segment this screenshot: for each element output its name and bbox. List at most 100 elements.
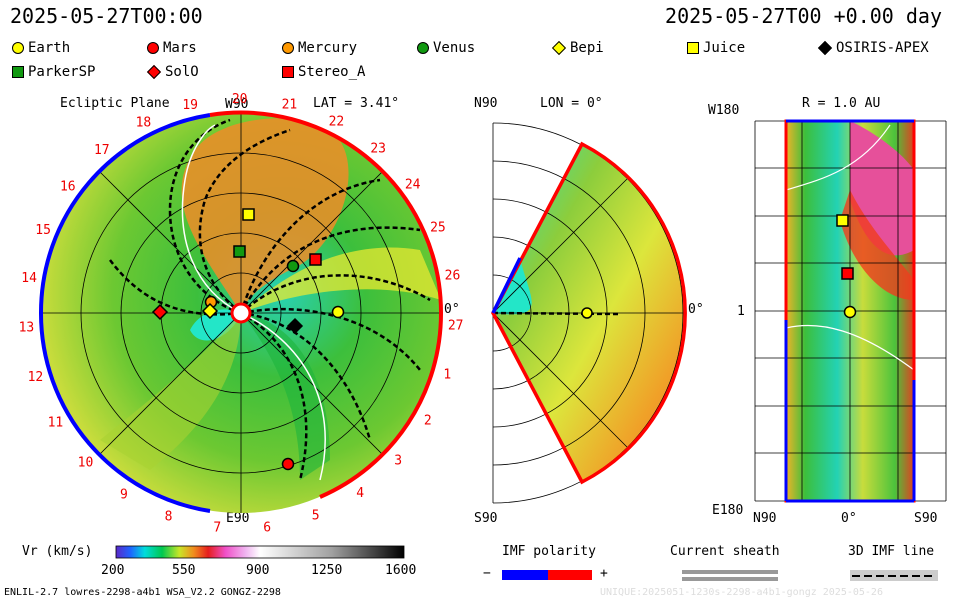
legend-label: Venus bbox=[433, 40, 476, 56]
carrington-label: 20 bbox=[232, 92, 248, 107]
juice-marker bbox=[242, 208, 255, 221]
n90-x-label: N90 bbox=[753, 511, 777, 526]
carrington-label: 1 bbox=[443, 368, 451, 383]
carrington-label: 8 bbox=[165, 510, 173, 525]
legend-label: OSIRIS-APEX bbox=[836, 40, 929, 56]
carrington-label: 14 bbox=[21, 271, 37, 286]
legend-item: Stereo_A bbox=[282, 64, 365, 80]
cbar-tick-1600: 1600 bbox=[385, 563, 417, 578]
sheath-swatch-b bbox=[682, 577, 778, 581]
s90-x-label: S90 bbox=[914, 511, 938, 526]
s90-label: S90 bbox=[474, 511, 498, 526]
legend-label: Bepi bbox=[570, 40, 604, 56]
legend-label: Mars bbox=[163, 40, 197, 56]
w180-label: W180 bbox=[708, 103, 740, 118]
legend-item: SolO bbox=[146, 64, 199, 80]
lon-label: LON = 0° bbox=[540, 96, 603, 111]
mars-marker bbox=[281, 457, 295, 471]
carrington-label: 23 bbox=[370, 142, 386, 157]
header-time-left: 2025-05-27T00:00 bbox=[10, 4, 203, 28]
earth-marker-2 bbox=[581, 307, 593, 319]
legend-item: Venus bbox=[417, 40, 475, 56]
legend-circle-icon bbox=[282, 42, 294, 54]
carrington-label: 17 bbox=[94, 143, 110, 158]
legend-label: SolO bbox=[165, 64, 199, 80]
carrington-label: 9 bbox=[120, 487, 128, 502]
carrington-label: 24 bbox=[405, 178, 421, 193]
carrington-label: 12 bbox=[28, 370, 44, 385]
earth-marker-3 bbox=[843, 305, 857, 319]
carrington-label: 10 bbox=[78, 455, 94, 470]
imf-negative-swatch bbox=[502, 570, 548, 580]
carrington-label: 18 bbox=[136, 115, 152, 130]
carrington-label: 13 bbox=[19, 321, 35, 336]
e90-label: E90 bbox=[226, 511, 250, 526]
current-sheath-label: Current sheath bbox=[670, 544, 780, 559]
earth-marker bbox=[331, 305, 345, 319]
legend-circle-icon bbox=[147, 42, 159, 54]
imf-minus: − bbox=[483, 566, 491, 581]
footer-right: UNIQUE:2025051-1230s-2298-a4b1-gongz 202… bbox=[600, 587, 883, 598]
carrington-label: 22 bbox=[329, 114, 345, 129]
ecliptic-panel bbox=[38, 110, 444, 513]
juice-marker-3 bbox=[836, 214, 849, 227]
r-label: R = 1.0 AU bbox=[802, 96, 881, 111]
meridional-panel bbox=[491, 122, 687, 504]
w90-label: W90 bbox=[225, 97, 249, 112]
cbar-tick-550: 550 bbox=[172, 563, 196, 578]
carrington-label: 5 bbox=[312, 509, 320, 524]
legend-item: Mercury bbox=[282, 40, 357, 56]
legend-label: ParkerSP bbox=[28, 64, 96, 80]
zero-deg-label-1: 0° bbox=[444, 302, 460, 317]
solo-marker bbox=[151, 303, 169, 321]
legend-item: Mars bbox=[147, 40, 197, 56]
legend-label: Juice bbox=[703, 40, 746, 56]
legend-item: Earth bbox=[12, 40, 70, 56]
carrington-label: 21 bbox=[282, 98, 298, 113]
legend-circle-icon bbox=[417, 42, 429, 54]
parkersp-marker bbox=[233, 245, 246, 258]
zero-deg-label-2: 0° bbox=[688, 302, 704, 317]
stereo-a-marker-3 bbox=[841, 267, 854, 280]
ecliptic-plane-title: Ecliptic Plane bbox=[60, 96, 170, 111]
footer-left: ENLIL-2.7 lowres-2298-a4b1 WSA_V2.2 GONG… bbox=[4, 587, 281, 598]
zero-x-label: 0° bbox=[841, 511, 857, 526]
legend-label: Stereo_A bbox=[298, 64, 366, 80]
carrington-label: 27 bbox=[448, 318, 464, 333]
carrington-label: 4 bbox=[356, 486, 364, 501]
osiris-apex-marker bbox=[286, 317, 304, 335]
carrington-label: 19 bbox=[182, 98, 198, 113]
cbar-tick-200: 200 bbox=[101, 563, 125, 578]
vr-colorbar bbox=[115, 545, 405, 559]
legend-square-icon bbox=[12, 66, 24, 78]
legend-label: Earth bbox=[28, 40, 71, 56]
lat-label: LAT = 3.41° bbox=[313, 96, 400, 111]
sheath-swatch-a bbox=[682, 570, 778, 574]
carrington-label: 15 bbox=[35, 223, 51, 238]
imf-polarity-label: IMF polarity bbox=[502, 544, 596, 559]
legend-label: Mercury bbox=[298, 40, 358, 56]
imf-positive-swatch bbox=[548, 570, 592, 580]
carrington-label: 11 bbox=[48, 416, 64, 431]
vr-label: Vr (km/s) bbox=[22, 544, 93, 559]
carrington-label: 26 bbox=[445, 268, 461, 283]
legend-item: ParkerSP bbox=[12, 64, 95, 80]
carrington-label: 25 bbox=[430, 221, 446, 236]
e180-label: E180 bbox=[712, 503, 744, 518]
header-time-right: 2025-05-27T00 +0.00 day bbox=[665, 4, 942, 28]
radius-panel bbox=[754, 119, 947, 503]
legend-item: Juice bbox=[687, 40, 745, 56]
venus-marker bbox=[286, 259, 300, 273]
legend-item: Bepi bbox=[551, 40, 604, 56]
cbar-tick-1250: 1250 bbox=[311, 563, 343, 578]
legend-square-icon bbox=[687, 42, 699, 54]
carrington-label: 16 bbox=[60, 180, 76, 195]
stereo-a-marker bbox=[309, 253, 322, 266]
carrington-label: 6 bbox=[263, 520, 271, 535]
cbar-tick-900: 900 bbox=[246, 563, 270, 578]
imf-line-label: 3D IMF line bbox=[848, 544, 935, 559]
n90-label: N90 bbox=[474, 96, 498, 111]
legend-square-icon bbox=[282, 66, 294, 78]
